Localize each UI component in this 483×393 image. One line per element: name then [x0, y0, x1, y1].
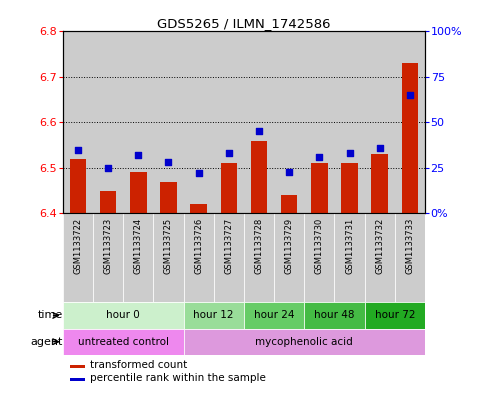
- Text: GSM1133732: GSM1133732: [375, 218, 384, 274]
- Bar: [123, 213, 154, 302]
- Text: GSM1133723: GSM1133723: [103, 218, 113, 274]
- Text: GSM1133725: GSM1133725: [164, 218, 173, 274]
- Point: [346, 150, 354, 156]
- Bar: [123, 31, 154, 213]
- Bar: [365, 31, 395, 213]
- Text: hour 72: hour 72: [375, 310, 415, 320]
- Point: [195, 170, 202, 176]
- Point: [134, 152, 142, 158]
- Text: percentile rank within the sample: percentile rank within the sample: [90, 373, 266, 383]
- Text: mycophenolic acid: mycophenolic acid: [256, 337, 353, 347]
- Bar: [213, 213, 244, 302]
- Bar: [395, 213, 425, 302]
- Bar: [93, 31, 123, 213]
- Point: [165, 159, 172, 165]
- Point: [376, 145, 384, 151]
- Text: GSM1133729: GSM1133729: [284, 218, 294, 274]
- Title: GDS5265 / ILMN_1742586: GDS5265 / ILMN_1742586: [157, 17, 331, 30]
- Bar: [70, 378, 85, 380]
- Bar: [154, 31, 184, 213]
- Bar: [365, 213, 395, 302]
- Point: [225, 150, 233, 156]
- Bar: [402, 63, 418, 213]
- Bar: [281, 195, 298, 213]
- Text: GSM1133728: GSM1133728: [255, 218, 264, 274]
- Text: agent: agent: [30, 337, 63, 347]
- Bar: [251, 141, 267, 213]
- Bar: [244, 302, 304, 329]
- Bar: [304, 302, 365, 329]
- Bar: [244, 213, 274, 302]
- Bar: [70, 159, 86, 213]
- Bar: [304, 31, 334, 213]
- Point: [74, 147, 82, 153]
- Bar: [160, 182, 177, 213]
- Bar: [311, 163, 327, 213]
- Bar: [184, 329, 425, 355]
- Text: untreated control: untreated control: [78, 337, 169, 347]
- Text: hour 0: hour 0: [106, 310, 140, 320]
- Bar: [221, 163, 237, 213]
- Bar: [334, 31, 365, 213]
- Bar: [395, 31, 425, 213]
- Bar: [190, 204, 207, 213]
- Text: GSM1133727: GSM1133727: [224, 218, 233, 274]
- Bar: [244, 31, 274, 213]
- Bar: [63, 213, 93, 302]
- Bar: [274, 213, 304, 302]
- Text: transformed count: transformed count: [90, 360, 187, 370]
- Bar: [341, 163, 358, 213]
- Bar: [365, 302, 425, 329]
- Point: [255, 129, 263, 135]
- Text: GSM1133724: GSM1133724: [134, 218, 143, 274]
- Bar: [130, 173, 146, 213]
- Bar: [371, 154, 388, 213]
- Text: GSM1133730: GSM1133730: [315, 218, 324, 274]
- Text: GSM1133722: GSM1133722: [73, 218, 83, 274]
- Text: GSM1133733: GSM1133733: [405, 218, 414, 274]
- Bar: [304, 213, 334, 302]
- Bar: [63, 31, 93, 213]
- Text: hour 48: hour 48: [314, 310, 355, 320]
- Bar: [184, 302, 244, 329]
- Text: hour 24: hour 24: [254, 310, 294, 320]
- Text: hour 12: hour 12: [194, 310, 234, 320]
- Bar: [184, 213, 213, 302]
- Bar: [70, 365, 85, 367]
- Bar: [274, 31, 304, 213]
- Bar: [334, 213, 365, 302]
- Point: [104, 165, 112, 171]
- Bar: [63, 329, 184, 355]
- Point: [285, 168, 293, 174]
- Bar: [100, 191, 116, 213]
- Text: GSM1133726: GSM1133726: [194, 218, 203, 274]
- Point: [315, 154, 323, 160]
- Bar: [63, 302, 184, 329]
- Point: [406, 92, 414, 98]
- Bar: [184, 31, 213, 213]
- Text: time: time: [38, 310, 63, 320]
- Bar: [93, 213, 123, 302]
- Text: GSM1133731: GSM1133731: [345, 218, 354, 274]
- Bar: [213, 31, 244, 213]
- Bar: [154, 213, 184, 302]
